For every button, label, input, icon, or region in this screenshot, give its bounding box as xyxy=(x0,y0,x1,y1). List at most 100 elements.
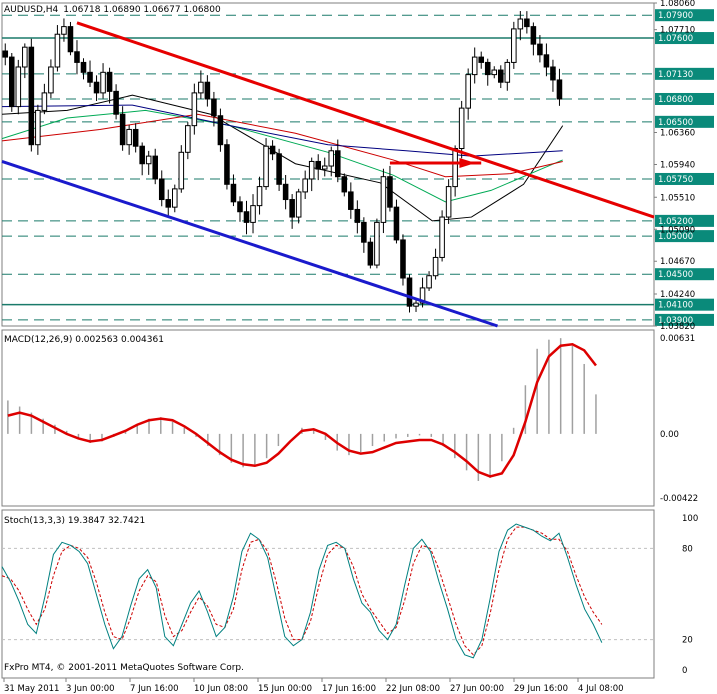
price-pane[interactable]: 1.07900 1.07600 1.07130 1.06800 1.06500 1.057… xyxy=(1,0,714,332)
candle-body xyxy=(165,199,172,208)
copyright-text: FxPro MT4, © 2001-2011 MetaQuotes Softwa… xyxy=(4,663,244,673)
candle-body xyxy=(250,205,256,223)
level-label-bg xyxy=(655,298,714,311)
candle-body xyxy=(263,145,269,188)
level-label: 1.04100 xyxy=(658,301,693,311)
candle-body xyxy=(465,74,471,109)
candle-body xyxy=(67,26,74,53)
candle-body xyxy=(106,71,113,92)
candle-body xyxy=(497,69,504,83)
candle-body xyxy=(543,54,550,68)
candle-body xyxy=(100,71,106,94)
candle-body xyxy=(126,128,132,146)
price-tick-label: 1.03820 xyxy=(660,322,695,332)
candle-body xyxy=(452,148,458,188)
macd-signal-line xyxy=(7,342,597,478)
candle-body xyxy=(211,98,217,117)
level-label-bg xyxy=(655,115,714,128)
candle-body xyxy=(530,26,537,45)
candle-body xyxy=(524,18,530,28)
candle-body xyxy=(419,287,426,304)
stoch-tick-label: 80 xyxy=(682,544,693,554)
candle-body xyxy=(158,178,165,201)
candle-body xyxy=(556,79,563,100)
candle-body xyxy=(491,69,498,76)
price-tick-label: 1.06360 xyxy=(660,129,695,139)
price-tick-label: 1.05510 xyxy=(660,193,695,203)
candle-body xyxy=(458,107,465,150)
candle-body xyxy=(185,125,191,153)
candle-body xyxy=(471,56,478,76)
candle-body xyxy=(152,155,159,180)
arrow-head xyxy=(459,157,476,168)
stoch-main-line xyxy=(1,523,603,659)
level-label-bg xyxy=(655,92,714,105)
time-tick-label: 15 Jun 00:00 xyxy=(258,684,312,694)
candle-body xyxy=(302,178,308,193)
candle-body xyxy=(380,176,387,223)
candle-body xyxy=(178,151,185,190)
candle-body xyxy=(8,56,15,108)
candle-body xyxy=(269,145,276,155)
candle-body xyxy=(171,188,178,208)
candle-body xyxy=(511,28,517,63)
stoch-tick-label: 0 xyxy=(682,666,687,676)
candle-body xyxy=(113,90,119,115)
time-tick-label: 29 Jun 16:00 xyxy=(514,684,568,694)
candle-body xyxy=(41,92,48,111)
candle-body xyxy=(204,81,211,100)
candle-body xyxy=(348,191,354,210)
candle-body xyxy=(35,109,41,146)
candle-body xyxy=(282,183,289,201)
candle-body xyxy=(22,46,28,68)
ohlc-readout: 1.06718 1.06890 1.06677 1.06800 xyxy=(63,5,221,15)
stoch-pane[interactable]: 100 80 20 0 xyxy=(1,509,698,679)
symbol-label: AUDUSD,H4 xyxy=(4,5,59,15)
trendline xyxy=(1,160,498,328)
candle-body xyxy=(537,43,543,56)
candle-body xyxy=(139,145,145,165)
stoch-title: Stoch(13,3,3) 19.3847 32.7421 xyxy=(4,516,145,526)
candle-body xyxy=(289,199,295,218)
price-pane-border xyxy=(1,2,655,327)
candle-body xyxy=(315,160,322,170)
level-label: 1.04500 xyxy=(658,270,693,280)
candle-body xyxy=(400,239,406,279)
time-axis: 31 May 2011 3 Jun 00:00 7 Jun 16:00 10 Jun … xyxy=(3,678,624,694)
level-label-bg xyxy=(655,67,714,80)
time-tick-label: 31 May 2011 xyxy=(4,684,59,694)
candle-body xyxy=(217,115,224,146)
level-label: 1.05750 xyxy=(658,175,693,185)
macd-pane-border xyxy=(1,329,655,507)
price-tick-label: 1.05090 xyxy=(660,225,695,235)
macd-pane[interactable]: 0.00631 0.00 -0.00422 xyxy=(1,329,698,507)
price-tick-label: 1.04670 xyxy=(660,257,695,267)
time-tick-label: 17 Jun 16:00 xyxy=(322,684,376,694)
candle-body xyxy=(367,241,374,266)
level-label-bg xyxy=(655,9,714,22)
candle-body xyxy=(191,92,198,127)
level-label: 1.07600 xyxy=(658,34,693,44)
candle-body xyxy=(119,113,126,146)
candle-body xyxy=(15,66,22,108)
candle-body xyxy=(74,51,80,63)
candle-body xyxy=(2,50,9,58)
candle-body xyxy=(445,186,452,218)
level-label-bg xyxy=(655,230,714,243)
candle-body xyxy=(334,150,341,178)
candle-body xyxy=(393,206,400,241)
candle-body xyxy=(145,155,152,165)
stoch-tick-label: 100 xyxy=(682,514,698,524)
candle-body xyxy=(387,176,393,208)
price-tick-label: 1.08060 xyxy=(660,0,695,9)
candle-body xyxy=(48,66,54,94)
candle-body xyxy=(224,144,230,185)
level-label-bg xyxy=(655,268,714,281)
level-label-bg xyxy=(655,32,714,45)
candle-body xyxy=(374,221,380,266)
candle-body xyxy=(295,191,302,218)
moving-average-line xyxy=(1,113,563,178)
candle-body xyxy=(432,256,439,277)
time-tick-label: 3 Jun 00:00 xyxy=(66,684,115,694)
